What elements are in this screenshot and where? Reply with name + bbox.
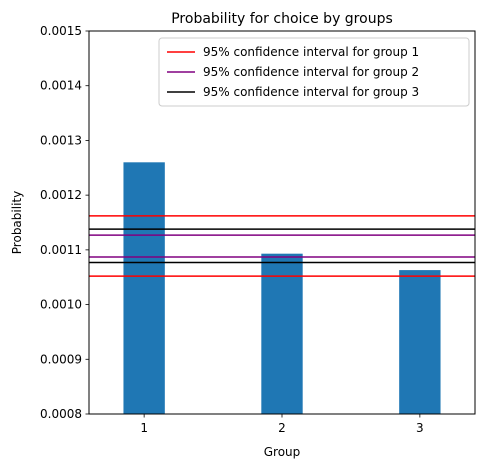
y-tick-label: 0.0008 <box>40 407 82 421</box>
y-tick-label: 0.0013 <box>40 133 82 147</box>
y-tick-label: 0.0014 <box>40 79 82 93</box>
y-tick-label: 0.0012 <box>40 188 82 202</box>
y-tick-label: 0.0009 <box>40 352 82 366</box>
y-axis-label: Probability <box>10 191 24 254</box>
x-tick-label: 1 <box>140 421 148 435</box>
y-tick-label: 0.0011 <box>40 243 82 257</box>
chart-title: Probability for choice by groups <box>171 11 393 27</box>
x-axis-label: Group <box>264 445 301 459</box>
legend-label-group-3: 95% confidence interval for group 3 <box>203 85 419 99</box>
y-axis: 0.0008 0.0009 0.0010 0.0011 0.0012 0.0013 0.00… <box>40 24 89 421</box>
x-axis: 1 2 3 <box>140 414 424 435</box>
bar-group-1 <box>123 162 165 414</box>
confidence-interval-lines <box>89 215 475 277</box>
bar-group-3 <box>399 270 441 414</box>
legend-box <box>158 37 470 107</box>
bar-group-2 <box>261 253 303 414</box>
bars <box>123 162 441 414</box>
y-tick-label: 0.0015 <box>40 24 82 38</box>
legend-label-group-1: 95% confidence interval for group 1 <box>203 45 419 59</box>
x-tick-label: 2 <box>278 421 286 435</box>
x-tick-label: 3 <box>416 421 424 435</box>
y-tick-label: 0.0010 <box>40 298 82 312</box>
legend: 95% confidence interval for group 1 95% c… <box>158 37 470 107</box>
legend-label-group-2: 95% confidence interval for group 2 <box>203 65 419 79</box>
